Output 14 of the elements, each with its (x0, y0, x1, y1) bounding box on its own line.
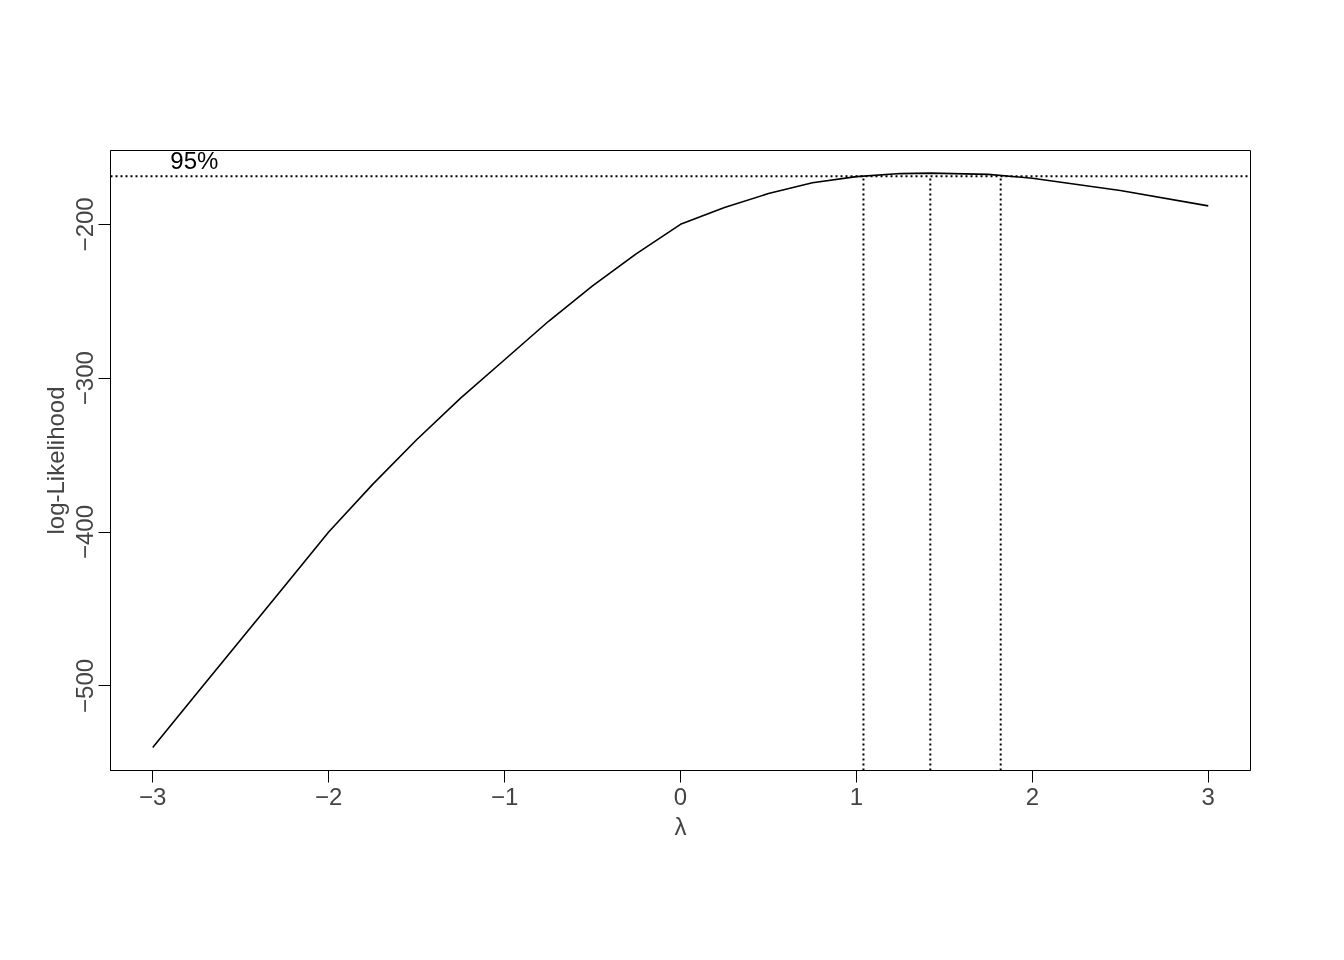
x-tick-label: −3 (139, 782, 167, 810)
y-tick-label: −400 (71, 505, 99, 560)
x-tick-label: 0 (673, 782, 688, 810)
x-tick-label: −1 (490, 782, 519, 810)
x-tick-label: 1 (849, 782, 864, 810)
x-tick-label: 3 (1201, 782, 1215, 810)
x-axis-title: λ (674, 812, 687, 840)
annotation: 95% (170, 147, 219, 175)
x-tick-label: 2 (1025, 782, 1040, 810)
y-tick-label: −200 (71, 197, 99, 252)
x-tick-label: −2 (314, 782, 343, 810)
y-axis-title: log-Likelihood (41, 386, 69, 535)
y-tick-label: −300 (71, 351, 99, 406)
y-tick-label: −500 (71, 658, 99, 713)
